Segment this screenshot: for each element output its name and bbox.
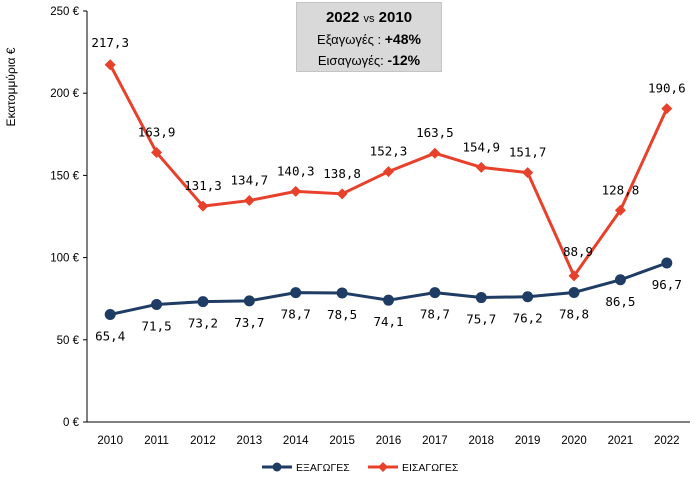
exports-point xyxy=(197,296,209,308)
imports-point xyxy=(243,195,255,207)
imports-point xyxy=(661,103,673,115)
imports-point xyxy=(151,147,163,159)
exports-data-label: 73,2 xyxy=(188,316,218,331)
imports-point xyxy=(475,161,487,173)
comparison-callout: 2022 vs 2010 Εξαγωγές : +48% Εισαγωγές: … xyxy=(296,2,442,72)
x-tick-label: 2012 xyxy=(190,435,216,447)
imports-data-label: 151,7 xyxy=(509,145,547,160)
imports-point xyxy=(614,204,626,216)
exports-point xyxy=(475,292,487,304)
x-tick-label: 2016 xyxy=(376,435,402,447)
imports-data-label: 163,5 xyxy=(416,125,454,140)
imports-data-label: 152,3 xyxy=(370,144,408,159)
imports-data-label: 131,3 xyxy=(184,178,222,193)
x-tick-label: 2014 xyxy=(283,435,309,447)
exports-data-label: 65,4 xyxy=(95,328,125,343)
exports-point xyxy=(336,287,348,299)
exports-data-label: 76,2 xyxy=(513,311,543,326)
x-tick-label: 2010 xyxy=(97,435,123,447)
imports-data-label: 217,3 xyxy=(91,35,129,50)
legend-marker xyxy=(272,462,282,472)
imports-data-label: 88,9 xyxy=(563,244,593,259)
imports-data-label: 190,6 xyxy=(648,81,686,96)
exports-point xyxy=(243,295,255,307)
y-tick-labels: 0 € 50 € 100 € 150 € 200 € 250 € xyxy=(50,6,79,429)
callout-exports: Εξαγωγές : +48% xyxy=(317,31,421,47)
imports-data-label: 154,9 xyxy=(462,139,500,154)
legend-label-exports: ΕΞΑΓΩΓΕΣ xyxy=(296,462,350,474)
imports-point xyxy=(383,166,394,178)
y-axis-label: Εκατομμύρια € xyxy=(4,47,18,126)
y-tick-label: 250 € xyxy=(50,6,79,18)
exports-point xyxy=(290,287,302,299)
exports-data-label: 78,7 xyxy=(281,307,311,322)
exports-point xyxy=(522,291,534,303)
exports-data-label: 74,1 xyxy=(373,314,403,329)
imports-data-label: 138,8 xyxy=(323,166,361,181)
imports-point xyxy=(568,270,580,282)
x-tick-label: 2021 xyxy=(608,435,634,447)
imports-data-label: 128,8 xyxy=(602,182,640,197)
imports-point xyxy=(197,200,209,212)
x-tick-label: 2013 xyxy=(237,435,263,447)
axes xyxy=(83,10,690,423)
imports-data-label: 134,7 xyxy=(231,173,269,188)
x-tick-label: 2017 xyxy=(422,435,448,447)
exports-data-label: 78,7 xyxy=(420,307,450,322)
x-tick-label: 2020 xyxy=(561,435,587,447)
exports-data-label: 78,8 xyxy=(559,306,589,321)
y-tick-label: 150 € xyxy=(50,170,79,182)
y-tick-label: 50 € xyxy=(57,335,80,347)
exports-data-label: 96,7 xyxy=(652,277,682,292)
imports-data-label: 140,3 xyxy=(277,163,315,178)
series-markers xyxy=(104,59,673,320)
imports-point xyxy=(104,59,116,71)
data-labels: 65,4 71,5 73,2 73,7 78,7 78,5 74,1 78,7 75,7 76,2… xyxy=(91,35,685,344)
exports-point xyxy=(104,308,116,320)
x-tick-label: 2018 xyxy=(468,435,494,447)
exports-point xyxy=(614,274,626,286)
legend-label-imports: ΕΙΣΑΓΩΓΕΣ xyxy=(402,462,459,474)
imports-point xyxy=(522,167,534,179)
exports-point xyxy=(151,298,163,310)
y-tick-label: 100 € xyxy=(50,253,79,265)
exports-point xyxy=(661,257,673,269)
x-tick-label: 2022 xyxy=(654,435,680,447)
x-tick-labels: 2010 2011 2012 2013 2014 2015 2016 2017 2018 2019… xyxy=(97,435,679,447)
exports-data-label: 75,7 xyxy=(466,312,496,327)
exports-data-label: 78,5 xyxy=(327,307,357,322)
callout-imports: Εισαγωγές: -12% xyxy=(317,52,421,68)
x-tick-label: 2015 xyxy=(329,435,355,447)
imports-point xyxy=(290,185,302,197)
y-tick-label: 200 € xyxy=(50,88,79,100)
x-tick-label: 2011 xyxy=(144,435,169,447)
exports-point xyxy=(568,286,580,298)
legend-marker xyxy=(378,462,388,472)
callout-title: 2022 vs 2010 xyxy=(325,9,413,26)
exports-data-label: 73,7 xyxy=(234,315,264,330)
legend: ΕΞΑΓΩΓΕΣ ΕΙΣΑΓΩΓΕΣ xyxy=(262,462,459,474)
imports-point xyxy=(429,147,441,159)
exports-data-label: 71,5 xyxy=(142,318,172,333)
y-tick-label: 0 € xyxy=(63,417,80,429)
x-tick-label: 2019 xyxy=(515,435,541,447)
imports-point xyxy=(336,188,348,200)
exports-data-label: 86,5 xyxy=(605,294,635,309)
exports-point xyxy=(429,287,441,299)
imports-data-label: 163,9 xyxy=(138,125,176,140)
exports-point xyxy=(383,294,394,306)
